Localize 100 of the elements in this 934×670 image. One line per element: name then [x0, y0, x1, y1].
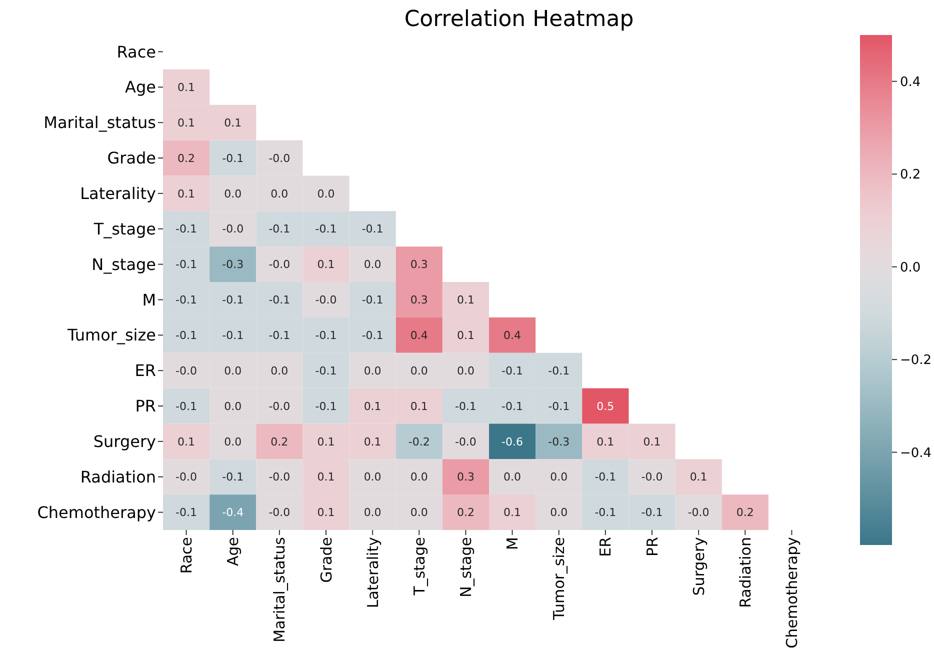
data-label: 0.1	[364, 400, 382, 413]
data-label: 0.1	[596, 435, 614, 448]
data-label: -0.1	[176, 294, 198, 307]
data-label: -0.1	[268, 294, 290, 307]
data-label: -0.0	[176, 364, 198, 378]
data-label: 0.3	[456, 470, 474, 484]
y-tick-label: Race	[116, 42, 156, 62]
data-label: -0.1	[176, 400, 198, 413]
data-label: 0.1	[178, 187, 196, 200]
data-label: 0.0	[550, 506, 568, 520]
data-label: -0.1	[268, 222, 290, 236]
y-tick-label: T_stage	[92, 219, 156, 238]
data-label: -0.0	[688, 506, 710, 520]
data-label: -0.1	[641, 506, 663, 520]
x-tick-label: Marital_status	[270, 536, 289, 642]
y-tick-label: ER	[134, 361, 156, 380]
y-tick-label: Marital_status	[44, 113, 156, 132]
x-tick-label: Laterality	[364, 536, 382, 608]
data-label: -0.1	[176, 258, 198, 272]
data-label: 0.0	[410, 364, 428, 378]
data-label: -0.0	[268, 470, 290, 484]
data-label: 0.1	[178, 116, 196, 130]
color-bar-label: 0.4	[900, 74, 921, 90]
data-label: 0.2	[736, 506, 754, 520]
data-label: 0.1	[317, 258, 335, 272]
data-label: 0.0	[364, 506, 382, 520]
data-label: -0.1	[315, 222, 337, 236]
data-label: -0.3	[548, 435, 570, 448]
data-label: -0.1	[176, 506, 198, 520]
data-label: -0.1	[176, 328, 198, 342]
data-label: -0.1	[502, 364, 524, 378]
y-tick-label: Age	[125, 78, 156, 97]
data-label: 0.5	[596, 400, 614, 413]
data-label: 0.0	[270, 364, 288, 378]
data-label: 0.1	[364, 435, 382, 448]
x-tick-label: ER	[596, 537, 615, 557]
y-tick-label: N_stage	[92, 254, 156, 274]
data-label: 0.0	[224, 187, 242, 200]
data-label: 0.1	[317, 470, 335, 484]
y-tick-label: Radiation	[80, 467, 156, 486]
data-label: 0.1	[643, 435, 661, 448]
data-label: 0.0	[270, 187, 288, 200]
data-label: 0.0	[456, 364, 474, 378]
data-label: 0.1	[690, 470, 708, 484]
data-label: -0.0	[315, 294, 337, 307]
data-label: -0.1	[315, 364, 337, 378]
data-label: 0.0	[504, 470, 522, 484]
data-label: -0.1	[362, 294, 384, 307]
data-label: -0.1	[315, 400, 337, 413]
data-label: 0.0	[410, 506, 428, 520]
data-label: 0.0	[364, 364, 382, 378]
data-label: -0.1	[548, 364, 570, 378]
data-label: -0.1	[594, 470, 616, 484]
chart-title: Correlation Heatmap	[404, 7, 634, 32]
data-label: -0.0	[268, 506, 290, 520]
data-label: 0.1	[456, 328, 474, 342]
y-tick-label: Surgery	[93, 432, 156, 452]
x-tick-label: Chemotherapy	[782, 536, 801, 648]
data-label: 0.0	[224, 400, 242, 413]
data-label: -0.1	[222, 294, 244, 307]
y-tick-label: PR	[135, 396, 156, 416]
data-label: -0.0	[176, 470, 198, 484]
data-label: -0.1	[222, 152, 244, 165]
data-label: -0.4	[222, 506, 244, 520]
data-label: 0.2	[270, 435, 288, 448]
color-bar-label: −0.2	[900, 353, 932, 368]
y-tick-label: M	[142, 290, 156, 310]
data-label: -0.0	[268, 152, 290, 165]
data-label: 0.1	[410, 400, 428, 413]
y-tick-label: Chemotherapy	[37, 502, 156, 522]
data-label: 0.4	[410, 328, 428, 342]
data-label: -0.1	[176, 222, 198, 236]
data-label: -0.2	[408, 435, 430, 448]
data-label: -0.1	[222, 470, 244, 484]
data-label: 0.2	[178, 152, 196, 165]
y-tick-label: Tumor_size	[66, 326, 156, 345]
data-label: 0.1	[504, 506, 522, 520]
x-tick-label: Tumor_size	[550, 537, 568, 621]
data-label: -0.6	[502, 435, 524, 448]
data-label: 0.1	[178, 435, 196, 448]
data-label: -0.0	[454, 435, 476, 448]
data-label: 0.0	[364, 470, 382, 484]
x-tick-label: Radiation	[736, 537, 754, 608]
x-tick-label: M	[504, 537, 522, 550]
data-label: 0.1	[224, 116, 242, 130]
color-bar-label: −0.4	[900, 446, 932, 461]
y-tick-label: Grade	[107, 148, 156, 168]
data-label: -0.0	[268, 258, 290, 272]
data-label: -0.1	[548, 400, 570, 413]
data-label: 0.0	[364, 258, 382, 272]
data-label: 0.2	[456, 506, 474, 520]
data-label: 0.1	[317, 506, 335, 520]
data-label: -0.1	[222, 328, 244, 342]
color-bar-label: 0.2	[900, 168, 921, 183]
x-tick-label: Age	[224, 537, 242, 566]
data-label: -0.1	[502, 400, 524, 413]
x-tick-label: PR	[643, 537, 662, 556]
data-label: -0.1	[315, 328, 337, 342]
data-label: 0.3	[410, 258, 428, 272]
data-label: 0.4	[504, 328, 522, 342]
